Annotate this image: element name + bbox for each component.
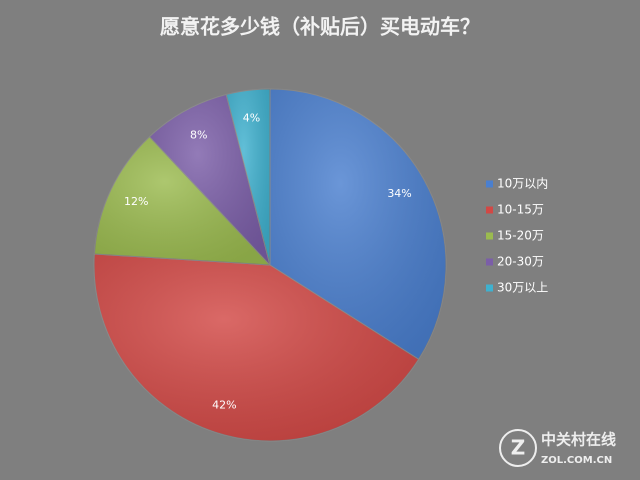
legend-label: 30万以上 (497, 281, 548, 295)
legend-marker (486, 258, 493, 266)
data-label: 8% (190, 128, 207, 141)
watermark-name: 中关村在线 (541, 431, 616, 449)
legend-label: 10万以内 (497, 177, 548, 191)
chart-title: 愿意花多少钱（补贴后）买电动车？ (160, 15, 480, 39)
logo-letter: Z (511, 436, 526, 460)
legend-marker (486, 206, 493, 214)
watermark-url: ZOL.COM.CN (541, 455, 612, 466)
data-label: 42% (212, 399, 236, 412)
legend-label: 15-20万 (497, 229, 544, 243)
legend-label: 10-15万 (497, 203, 544, 217)
data-label: 12% (124, 195, 148, 208)
legend-marker (486, 180, 493, 188)
data-label: 34% (387, 187, 411, 200)
data-label: 4% (243, 111, 260, 124)
legend-marker (486, 232, 493, 240)
legend-marker (486, 284, 493, 292)
legend-label: 20-30万 (497, 255, 544, 269)
watermark: Z 中关村在线 ZOL.COM.CN (499, 429, 616, 467)
logo (499, 429, 537, 467)
